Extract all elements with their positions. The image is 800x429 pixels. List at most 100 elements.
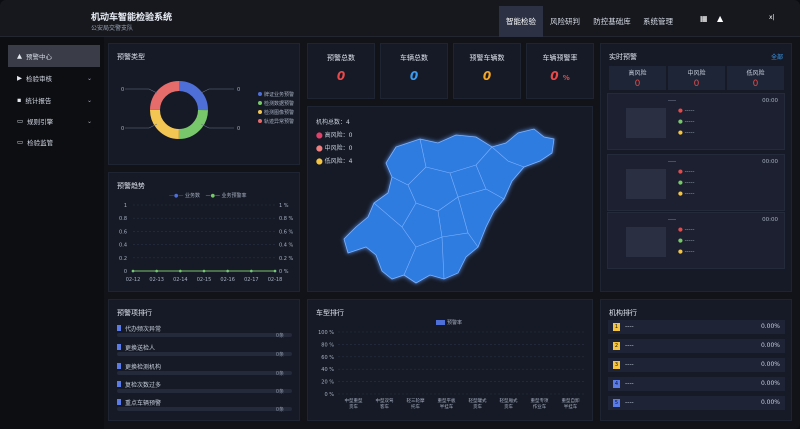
x-tick-label: 中型双驾客车 <box>376 397 394 410</box>
org-rank-row[interactable]: 3 ---- 0.00% <box>608 358 785 372</box>
alert-card[interactable]: ---- 00:00 ● ----- ● ----- ● ----- <box>607 93 785 150</box>
data-point <box>226 269 229 273</box>
warning-rank-bar: 0条 <box>117 389 292 395</box>
stat-warning-vehicles: 预警车辆数 0 <box>453 43 521 99</box>
y-tick-label: 0.2 % <box>279 256 294 262</box>
vehicle-rank-panel: 车型排行 预警率 100 % 80 % 60 % 40 % 20 % 0 % 中型重型货车中… <box>307 299 593 421</box>
expand-icon[interactable]: x| <box>769 14 775 21</box>
play-icon: ▶ <box>17 74 22 82</box>
x-tick-label: 重型平板半挂车 <box>438 397 456 410</box>
legend-item: 检测图像预警 <box>258 109 294 118</box>
x-tick-label: 02-14 <box>173 277 188 283</box>
warning-rank-bar: 0条 <box>117 333 292 339</box>
org-rank-row[interactable]: 2 ---- 0.00% <box>608 339 785 353</box>
data-point <box>179 269 182 273</box>
bell-icon[interactable]: ▲ <box>717 14 724 23</box>
panel-title: 机构排行 <box>609 309 637 317</box>
donut-label: 0 <box>121 87 124 93</box>
nav-prevention-base[interactable]: 防控基础库 <box>593 17 631 26</box>
warning-rank-item[interactable]: 更换检测机构 <box>117 362 292 371</box>
warning-rank-item[interactable]: 重点车辆预警 <box>117 398 292 407</box>
sidebar-item-rule-engine[interactable]: ▭ 规则引擎 ⌄ <box>8 110 100 132</box>
pin-icon: ⬤ <box>316 158 323 165</box>
grid-icon[interactable]: ▦ <box>700 14 708 23</box>
map-mid-risk: ⬤ 中风险：0 <box>316 145 353 152</box>
y-tick-label: 0.6 <box>119 229 127 235</box>
warning-trend-panel: 预警趋势 —●— 业务数 —●— 业务预警率 1 1 % 0.8 0.8 % 0.6 0.… <box>108 172 300 292</box>
nav-system-management[interactable]: 系统管理 <box>643 17 673 26</box>
y-tick-label: 60 % <box>321 355 334 361</box>
sidebar-item-inspection-review[interactable]: ▶ 检验审核 ⌄ <box>8 67 100 89</box>
y-tick-label: 0.4 % <box>279 243 294 249</box>
panel-title: 实时预警 <box>609 53 637 61</box>
x-tick-label: 中型重型货车 <box>345 397 363 410</box>
stat-label: 车辆总数 <box>400 54 428 62</box>
map-high-risk: ⬤ 高风险：0 <box>316 132 353 139</box>
sidebar-item-label: 预警中心 <box>26 53 52 61</box>
x-tick-label: 轻型罐式货车 <box>469 397 487 410</box>
warning-rank-bar: 0条 <box>117 407 292 413</box>
sidebar-item-label: 规则引擎 <box>27 118 54 126</box>
alert-card[interactable]: ---- 00:00 ● ----- ● ----- ● ----- <box>607 212 785 269</box>
stat-value: 0 <box>336 69 346 83</box>
pin-icon: ⬤ <box>316 145 323 152</box>
nav-smart-inspection[interactable]: 智能检验 <box>499 6 543 37</box>
x-tick-label: 重型自卸半挂车 <box>562 397 580 410</box>
warning-rank-item[interactable]: 复检次数过多 <box>117 380 292 389</box>
data-point <box>155 269 158 273</box>
legend-item: 检测数据预警 <box>258 100 294 109</box>
sidebar-item-label: 检验监管 <box>27 139 54 147</box>
chevron-down-icon: ⌄ <box>86 74 92 82</box>
view-all-link[interactable]: 全部 <box>770 54 783 61</box>
warning-type-panel: 预警类型 0 0 0 0 牌证业务预警 检测数据预警 检测图像预警 轨迹异常预警 <box>108 43 300 165</box>
sidebar: ▲ 预警中心 ▶ 检验审核 ⌄ ▪ 统计报告 ⌄ ▭ 规则引擎 ⌄ ▭ 检验监管 <box>0 37 104 429</box>
donut-slice <box>150 81 208 139</box>
app-title: 机动车智能检验系统 <box>91 13 173 23</box>
y-tick-label: 0 <box>124 269 127 275</box>
org-rank-row[interactable]: 5 ---- 0.00% <box>608 396 785 410</box>
stat-value: 0 <box>482 69 492 83</box>
stat-value: 0 <box>409 69 419 83</box>
y-tick-label: 0 % <box>279 269 289 275</box>
top-bar: 机动车智能检验系统 公安局交警支队 智能检验 风险研判 防控基础库 系统管理 ▦… <box>0 0 800 37</box>
y-tick-label: 0.4 <box>119 243 127 249</box>
app-subtitle: 公安局交警支队 <box>91 25 134 32</box>
vehicle-bar-chart: 100 % 80 % 60 % 40 % 20 % 0 % 中型重型货车中型双驾客车轻三轮摩… <box>318 330 586 410</box>
sidebar-item-warning-center[interactable]: ▲ 预警中心 <box>8 45 100 67</box>
x-tick-label: 02-12 <box>126 277 141 283</box>
warning-rank-bar: 0条 <box>117 352 292 358</box>
y-tick-label: 0.6 % <box>279 229 294 235</box>
y-tick-label: 0.2 <box>119 256 127 262</box>
risk-low: 低风险 0 <box>727 66 784 90</box>
donut-label: 0 <box>237 126 240 132</box>
y-tick-label: 1 % <box>279 203 289 209</box>
sidebar-item-inspection-supervision[interactable]: ▭ 检验监管 <box>8 131 100 153</box>
data-point <box>202 269 206 273</box>
stat-label: 预警总数 <box>327 54 355 62</box>
map-panel: 机构总数：4 ⬤ 高风险：0 ⬤ 中风险：0 ⬤ 低风险：4 <box>307 106 593 292</box>
y-tick-label: 20 % <box>321 380 334 386</box>
warning-rank-item[interactable]: 更换送检人 <box>117 343 292 352</box>
bar-chart-icon: ▪ <box>17 96 22 104</box>
alert-card[interactable]: ---- 00:00 ● ----- ● ----- ● ----- <box>607 154 785 211</box>
org-rank-row[interactable]: 4 ---- 0.00% <box>608 377 785 391</box>
warning-rank-item[interactable]: 代办频次异常 <box>117 324 292 333</box>
chevron-down-icon: ⌄ <box>86 117 92 125</box>
risk-mid: 中风险 0 <box>668 66 725 90</box>
data-point <box>273 269 277 273</box>
stat-total-warnings: 预警总数 0 <box>307 43 375 99</box>
x-tick-label: 重型专项作业车 <box>531 397 549 410</box>
sidebar-item-statistics-report[interactable]: ▪ 统计报告 ⌄ <box>8 89 100 111</box>
x-tick-label: 02-15 <box>197 277 212 283</box>
y-tick-label: 0.8 % <box>279 216 294 222</box>
sidebar-item-label: 统计报告 <box>25 97 52 105</box>
x-tick-label: 02-17 <box>244 277 259 283</box>
org-total: 机构总数：4 <box>316 119 350 126</box>
donut-slice <box>150 81 208 139</box>
folder-icon: ▭ <box>17 117 24 125</box>
stat-label: 预警车辆数 <box>469 54 505 62</box>
map-region[interactable] <box>343 128 555 284</box>
org-rank-row[interactable]: 1 ---- 0.00% <box>608 320 785 334</box>
y-tick-label: 40 % <box>321 367 334 373</box>
nav-risk-analysis[interactable]: 风险研判 <box>550 17 580 26</box>
